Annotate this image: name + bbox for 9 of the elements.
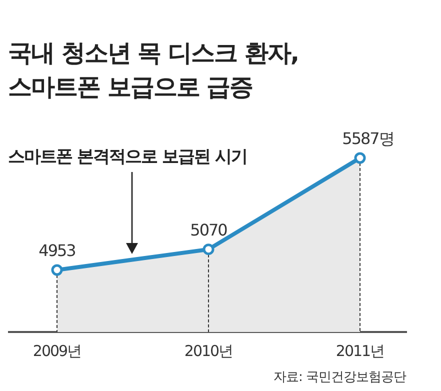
chart-title: 국내 청소년 목 디스크 환자, 스마트폰 보급으로 급증 [8, 38, 300, 103]
x-tick-label: 2009년 [32, 342, 82, 360]
x-tick-label: 2010년 [184, 342, 233, 360]
data-label: 5587명 [342, 129, 394, 148]
annotation: 자료: 국민건강보험공단 [273, 370, 406, 385]
data-label: 4953 [38, 241, 76, 260]
x-tick-label: 2011년 [336, 342, 384, 360]
annotation: 스마트폰 본격적으로 보급된 시기 [8, 147, 247, 167]
data-label: 5070 [190, 220, 228, 240]
